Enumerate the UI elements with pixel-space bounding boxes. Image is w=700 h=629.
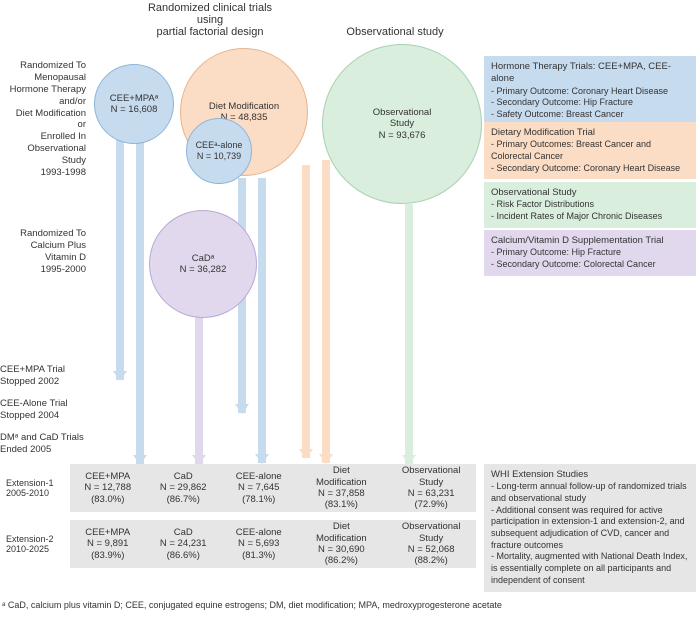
row-label-enrollment: Randomized To Menopausal Hormone Therapy…: [0, 60, 86, 179]
legend-cad-l1: - Primary Outcome: Hip Fracture: [491, 247, 689, 259]
row-label-cee-mpa-stop: CEE+MPA Trial Stopped 2002: [0, 364, 95, 388]
legend-ht: Hormone Therapy Trials: CEE+MPA, CEE-alo…: [484, 56, 696, 126]
legend-dm-title: Dietary Modification Trial: [491, 127, 689, 139]
ext2-cad: CaD N = 24,231 (86.6%): [145, 525, 220, 563]
ext2-cee-mpa: CEE+MPA N = 9,891 (83.9%): [70, 525, 145, 563]
circle-cad: CaDᵃ N = 36,282: [149, 210, 257, 318]
legend-dm-l2: - Secondary Outcome: Coronary Heart Dise…: [491, 163, 689, 175]
ext1-cee-mpa: CEE+MPA N = 12,788 (83.0%): [70, 469, 145, 507]
row-label-dm-cad-end: DMᵃ and CaD Trials Ended 2005: [0, 432, 105, 456]
extension1-row: Extension-1 2005-2010 CEE+MPA N = 12,788…: [0, 464, 476, 512]
legend-ht-l2: - Secondary Outcome: Hip Fracture: [491, 97, 689, 109]
arrow-cee-mpa-long: [136, 142, 144, 464]
arrow-obs: [405, 204, 413, 464]
ext1-diet: Diet Modification N = 37,858 (83.1%): [296, 463, 386, 513]
ext1-cee-alone: CEE-alone N = 7,645 (78.1%): [221, 469, 296, 507]
legend-obs-title: Observational Study: [491, 187, 689, 199]
row-label-cee-alone-stop: CEE-Alone Trial Stopped 2004: [0, 398, 95, 422]
ext2-obs: Observational Study N = 52,068 (88.2%): [386, 519, 476, 569]
legend-dm-l1: - Primary Outcomes: Breast Cancer and Co…: [491, 139, 689, 162]
legend-ext-l1: - Long-term annual follow-up of randomiz…: [491, 481, 689, 504]
legend-ext-l2: - Additional consent was required for ac…: [491, 505, 689, 552]
legend-ext-l3: - Mortality, augmented with National Dea…: [491, 551, 689, 586]
ext1-cad: CaD N = 29,862 (86.7%): [145, 469, 220, 507]
row-label-cad: Randomized To Calcium Plus Vitamin D 199…: [0, 228, 86, 276]
circle-cee-alone: CEEᵃ-alone N = 10,739: [186, 118, 252, 184]
arrow-diet-short: [302, 165, 310, 458]
legend-ht-title: Hormone Therapy Trials: CEE+MPA, CEE-alo…: [491, 61, 689, 86]
legend-ext-title: WHI Extension Studies: [491, 469, 689, 481]
ext2-cee-alone: CEE-alone N = 5,693 (81.3%): [221, 525, 296, 563]
arrow-cad: [195, 308, 203, 464]
arrow-diet-long: [322, 160, 330, 463]
legend-cad-l2: - Secondary Outcome: Colorectal Cancer: [491, 259, 689, 271]
legend-obs-l1: - Risk Factor Distributions: [491, 199, 689, 211]
ext2-label: Extension-2 2010-2025: [0, 520, 70, 568]
legend-obs-l2: - Incident Rates of Major Chronic Diseas…: [491, 211, 689, 223]
legend-obs: Observational Study - Risk Factor Distri…: [484, 182, 696, 228]
arrow-cee-mpa-short: [116, 140, 124, 380]
extension2-row: Extension-2 2010-2025 CEE+MPA N = 9,891 …: [0, 520, 476, 568]
circle-cee-mpa: CEE+MPAᵃ N = 16,608: [94, 64, 174, 144]
ext2-diet: Diet Modification N = 30,690 (86.2%): [296, 519, 386, 569]
ext1-obs: Observational Study N = 63,231 (72.9%): [386, 463, 476, 513]
legend-cad-title: Calcium/Vitamin D Supplementation Trial: [491, 235, 689, 247]
header-rct: Randomized clinical trials using partial…: [110, 2, 310, 38]
legend-ext: WHI Extension Studies - Long-term annual…: [484, 464, 696, 592]
legend-ht-l1: - Primary Outcome: Coronary Heart Diseas…: [491, 86, 689, 98]
legend-ht-l3: - Safety Outcome: Breast Cancer: [491, 109, 689, 121]
footnote: ᵃ CaD, calcium plus vitamin D; CEE, conj…: [2, 600, 682, 610]
legend-dm: Dietary Modification Trial - Primary Out…: [484, 122, 696, 179]
arrow-cee-alone-long: [258, 178, 266, 463]
legend-cad: Calcium/Vitamin D Supplementation Trial …: [484, 230, 696, 276]
circle-obs: Observational Study N = 93,676: [322, 44, 482, 204]
ext1-label: Extension-1 2005-2010: [0, 464, 70, 512]
header-obs: Observational study: [330, 26, 460, 38]
